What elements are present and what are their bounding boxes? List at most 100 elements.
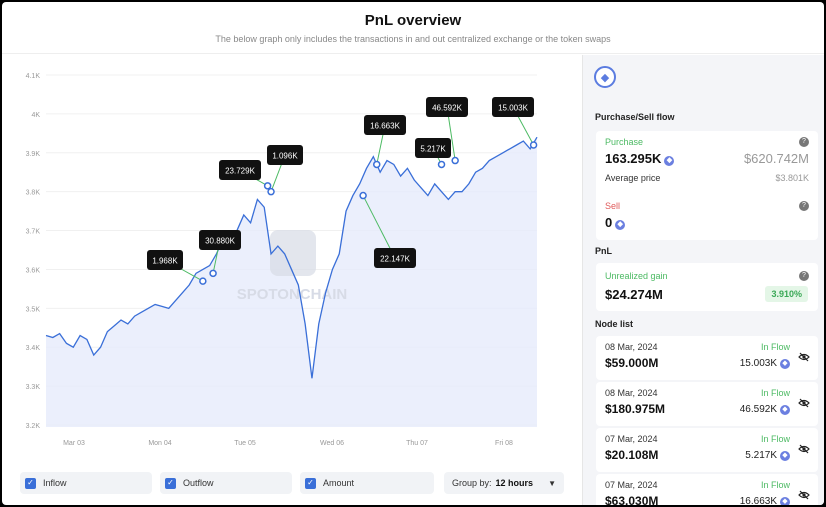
unrealized-gain-percent: 3.910% <box>765 286 808 302</box>
annotation-box[interactable] <box>426 97 468 117</box>
annotation-label: 30.880K <box>205 237 235 246</box>
eth-icon: ◆ <box>780 497 790 505</box>
amount-checkbox[interactable]: ✓ Amount <box>300 472 434 494</box>
annotation-label: 22.147K <box>380 255 410 264</box>
node-eth-amount: 5.217K ◆ <box>745 450 790 461</box>
node-list-item[interactable]: 07 Mar, 2024 In Flow $63.030M 16.663K ◆ <box>596 474 818 505</box>
eth-icon: ◆ <box>780 405 790 415</box>
inflow-checkbox[interactable]: ✓ Inflow <box>20 472 152 494</box>
eye-off-icon[interactable] <box>798 398 810 408</box>
node-list-item[interactable]: 07 Mar, 2024 In Flow $20.108M 5.217K ◆ <box>596 428 818 472</box>
annotation-box[interactable] <box>267 145 303 165</box>
x-tick-label: Wed 06 <box>320 440 344 447</box>
annotation-connector <box>362 195 396 259</box>
group-by-value: 12 hours <box>495 478 534 488</box>
annotation-box[interactable] <box>492 97 534 117</box>
group-by-label: Group by: <box>452 478 492 488</box>
node-usd: $59.000M <box>605 356 659 370</box>
annotation-label: 5.217K <box>420 145 446 154</box>
node-eth-value: 16.663K <box>739 496 777 505</box>
amount-label: Amount <box>323 478 355 488</box>
unrealized-gain-value: $24.274M <box>605 287 663 302</box>
annotation-label: 23.729K <box>225 167 255 176</box>
ethereum-icon: ◆ <box>594 66 616 88</box>
eth-icon: ◆ <box>615 220 626 230</box>
check-icon: ✓ <box>305 477 316 489</box>
annotation-label: 1.968K <box>152 257 178 266</box>
x-tick-label: Mar 03 <box>63 440 85 447</box>
eye-off-icon[interactable] <box>798 490 810 500</box>
chart-svg[interactable]: 4.1K 4K 3.9K 3.8K 3.7K 3.6K 3.5K 3.4K 3.3K 3.2K Ma… <box>2 55 580 465</box>
page-subtitle: The below graph only includes the transa… <box>215 34 611 44</box>
annotation-box[interactable] <box>147 250 183 270</box>
annotation-point[interactable] <box>267 187 275 196</box>
annotation-point[interactable] <box>359 191 367 200</box>
pnl-card: Unrealized gain ? $24.274M 3.910% <box>596 263 818 311</box>
annotation-point[interactable] <box>437 160 446 169</box>
eth-icon: ◆ <box>780 359 790 369</box>
node-eth-value: 5.217K <box>745 450 777 461</box>
node-eth-amount: 16.663K ◆ <box>740 496 790 505</box>
node-eth-value: 46.592K <box>739 404 777 415</box>
node-flow: In Flow <box>760 480 790 490</box>
annotation-box[interactable] <box>415 138 451 158</box>
check-icon: ✓ <box>25 477 36 489</box>
annotation-point[interactable] <box>199 277 207 285</box>
annotation-box[interactable] <box>219 160 261 180</box>
annotation-label: 1.096K <box>272 152 298 161</box>
caret-down-icon: ▼ <box>548 479 556 488</box>
y-tick-label: 4.1K <box>26 73 41 80</box>
node-list-item[interactable]: 08 Mar, 2024 In Flow $59.000M 15.003K ◆ <box>596 336 818 380</box>
node-date: 08 Mar, 2024 <box>605 342 658 352</box>
node-eth-value: 15.003K <box>739 358 777 369</box>
eth-icon: ◆ <box>664 156 675 166</box>
price-line[interactable] <box>45 136 538 379</box>
node-flow: In Flow <box>760 342 790 352</box>
outflow-label: Outflow <box>183 478 214 488</box>
help-icon[interactable]: ? <box>799 201 809 211</box>
y-tick-label: 4K <box>31 112 40 119</box>
x-tick-label: Mon 04 <box>148 440 171 447</box>
annotation-label: 15.003K <box>498 104 528 113</box>
annotation-point[interactable] <box>263 182 272 190</box>
purchase-sell-card: Purchase ? 163.295K ◆ $620.742M Average p… <box>596 131 818 240</box>
help-icon[interactable]: ? <box>799 271 809 281</box>
sell-amount-row: 0 ◆ <box>605 215 626 230</box>
annotation-point[interactable] <box>529 141 538 149</box>
sidebar: ◆ Purchase/Sell flow Purchase ? 163.295K… <box>582 55 824 505</box>
chart-controls: ✓ Inflow ✓ Outflow ✓ Amount Group by: 12… <box>2 470 580 500</box>
x-tick-label: Fri 08 <box>495 440 513 447</box>
pnl-chart[interactable]: 4.1K 4K 3.9K 3.8K 3.7K 3.6K 3.5K 3.4K 3.3K 3.2K Ma… <box>2 55 580 505</box>
annotation-point[interactable] <box>372 160 381 169</box>
purchase-amount-row: 163.295K ◆ <box>605 151 675 166</box>
price-area <box>46 137 537 427</box>
annotation-box[interactable] <box>374 248 416 268</box>
y-tick-label: 3.5K <box>26 306 41 313</box>
eye-off-icon[interactable] <box>798 352 810 362</box>
purchase-label: Purchase <box>605 137 644 147</box>
eye-off-icon[interactable] <box>798 444 810 454</box>
annotation-point[interactable] <box>209 269 217 278</box>
annotation-box[interactable] <box>364 115 406 135</box>
y-tick-label: 3.2K <box>26 423 41 430</box>
annotation-box[interactable] <box>199 230 241 250</box>
purchase-usd: $620.742M <box>743 151 809 166</box>
node-flow: In Flow <box>760 434 790 444</box>
node-date: 07 Mar, 2024 <box>605 434 658 444</box>
y-tick-label: 3.6K <box>26 267 41 274</box>
y-tick-label: 3.8K <box>26 190 41 197</box>
node-list-title: Node list <box>595 319 634 329</box>
inflow-label: Inflow <box>43 478 67 488</box>
outflow-checkbox[interactable]: ✓ Outflow <box>160 472 292 494</box>
average-price-label: Average price <box>605 173 661 183</box>
y-tick-label: 3.9K <box>26 151 41 158</box>
x-tick-label: Thu 07 <box>406 440 428 447</box>
group-by-select[interactable]: Group by: 12 hours ▼ <box>444 472 564 494</box>
annotation-point[interactable] <box>451 156 459 165</box>
help-icon[interactable]: ? <box>799 137 809 147</box>
average-price-value: $3.801K <box>775 173 809 183</box>
watermark-text: SPOTONCHAIN <box>237 286 348 303</box>
node-list-item[interactable]: 08 Mar, 2024 In Flow $180.975M 46.592K ◆ <box>596 382 818 426</box>
sell-label: Sell <box>605 201 621 211</box>
